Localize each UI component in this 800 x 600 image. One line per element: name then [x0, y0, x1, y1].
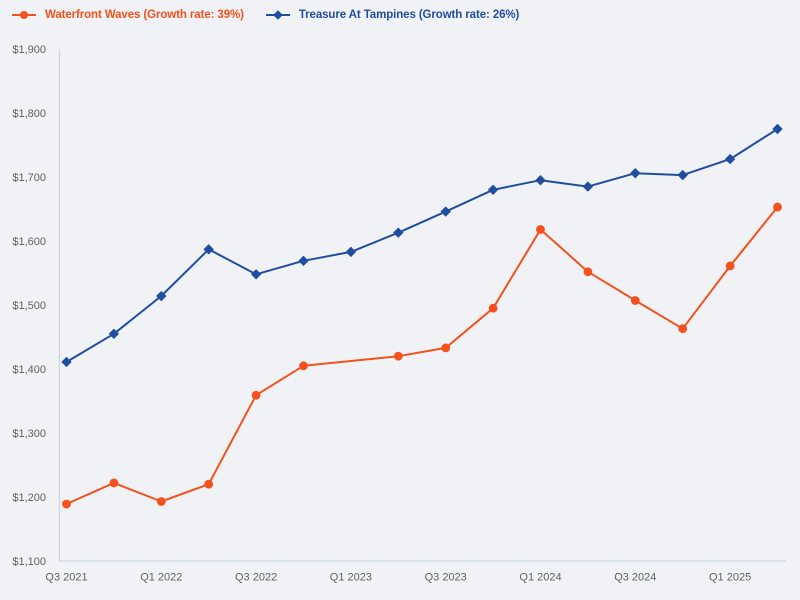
data-point-treasure-at-tampines[interactable] [724, 153, 736, 165]
data-point-waterfront-waves[interactable] [488, 303, 498, 313]
y-axis-tick-label: $1,100 [12, 556, 46, 568]
data-point-treasure-at-tampines[interactable] [772, 123, 783, 135]
x-axis-tick-label: Q3 2024 [614, 572, 656, 584]
data-point-waterfront-waves[interactable] [725, 261, 735, 271]
x-axis-tick-label: Q1 2025 [709, 572, 751, 584]
y-axis-tick-label: $1,400 [12, 364, 46, 376]
circle-line-marker-icon [12, 10, 36, 20]
data-point-treasure-at-tampines[interactable] [487, 184, 499, 195]
data-point-treasure-at-tampines[interactable] [582, 181, 594, 192]
data-point-waterfront-waves[interactable] [204, 479, 214, 489]
data-point-waterfront-waves[interactable] [630, 296, 640, 305]
data-point-waterfront-waves[interactable] [156, 497, 166, 506]
data-point-waterfront-waves[interactable] [393, 351, 403, 361]
legend-label: Waterfront Waves (Growth rate: 39%) [45, 9, 244, 21]
data-point-treasure-at-tampines[interactable] [677, 169, 688, 181]
data-point-waterfront-waves[interactable] [678, 324, 688, 334]
y-axis-tick-label: $1,500 [12, 300, 46, 312]
x-axis-tick-label: Q1 2022 [140, 572, 182, 584]
y-axis-tick-label: $1,800 [12, 108, 46, 120]
y-axis-tick-label: $1,200 [12, 492, 46, 504]
waterfront-waves-points [62, 202, 782, 509]
treasure-at-tampines-line [65, 128, 779, 363]
data-point-treasure-at-tampines[interactable] [156, 290, 167, 302]
data-point-waterfront-waves[interactable] [299, 361, 308, 371]
diamond-line-marker-icon [265, 10, 290, 20]
data-point-treasure-at-tampines[interactable] [630, 167, 641, 179]
data-point-waterfront-waves[interactable] [441, 343, 451, 353]
y-axis-tick-label: $1,700 [12, 172, 46, 184]
data-point-treasure-at-tampines[interactable] [61, 356, 72, 368]
data-point-treasure-at-tampines[interactable] [393, 227, 404, 238]
y-axis-tick-label: $1,300 [12, 428, 46, 440]
x-axis-tick-label: Q1 2024 [519, 572, 561, 584]
data-point-waterfront-waves[interactable] [773, 202, 782, 212]
y-axis-tick-label: $1,600 [12, 236, 46, 248]
data-point-treasure-at-tampines[interactable] [298, 255, 309, 267]
data-point-treasure-at-tampines[interactable] [203, 244, 214, 255]
x-axis-tick-label: Q3 2022 [235, 572, 277, 584]
legend-label: Treasure At Tampines (Growth rate: 26%) [298, 9, 520, 21]
data-point-waterfront-waves[interactable] [536, 225, 545, 234]
data-point-treasure-at-tampines[interactable] [250, 269, 262, 280]
data-point-waterfront-waves[interactable] [109, 478, 119, 488]
data-point-treasure-at-tampines[interactable] [108, 328, 120, 339]
chart-legend: Waterfront Waves (Growth rate: 39%) Trea… [12, 9, 519, 21]
data-point-treasure-at-tampines[interactable] [440, 206, 451, 217]
x-axis-tick-label: Q1 2023 [330, 572, 372, 584]
legend-item-waterfront-waves[interactable]: Waterfront Waves (Growth rate: 39%) [12, 9, 244, 21]
data-point-waterfront-waves[interactable] [583, 267, 593, 277]
legend-item-treasure-at-tampines[interactable]: Treasure At Tampines (Growth rate: 26%) [265, 9, 520, 21]
y-axis-tick-label: $1,900 [12, 44, 46, 56]
data-point-waterfront-waves[interactable] [62, 499, 71, 509]
data-point-waterfront-waves[interactable] [251, 390, 261, 400]
data-point-treasure-at-tampines[interactable] [535, 175, 546, 186]
data-point-treasure-at-tampines[interactable] [345, 246, 357, 258]
x-axis-tick-label: Q3 2023 [425, 572, 467, 584]
waterfront-waves-line [66, 206, 779, 505]
x-axis-tick-label: Q3 2021 [45, 572, 87, 584]
treasure-at-tampines-points [61, 123, 783, 368]
